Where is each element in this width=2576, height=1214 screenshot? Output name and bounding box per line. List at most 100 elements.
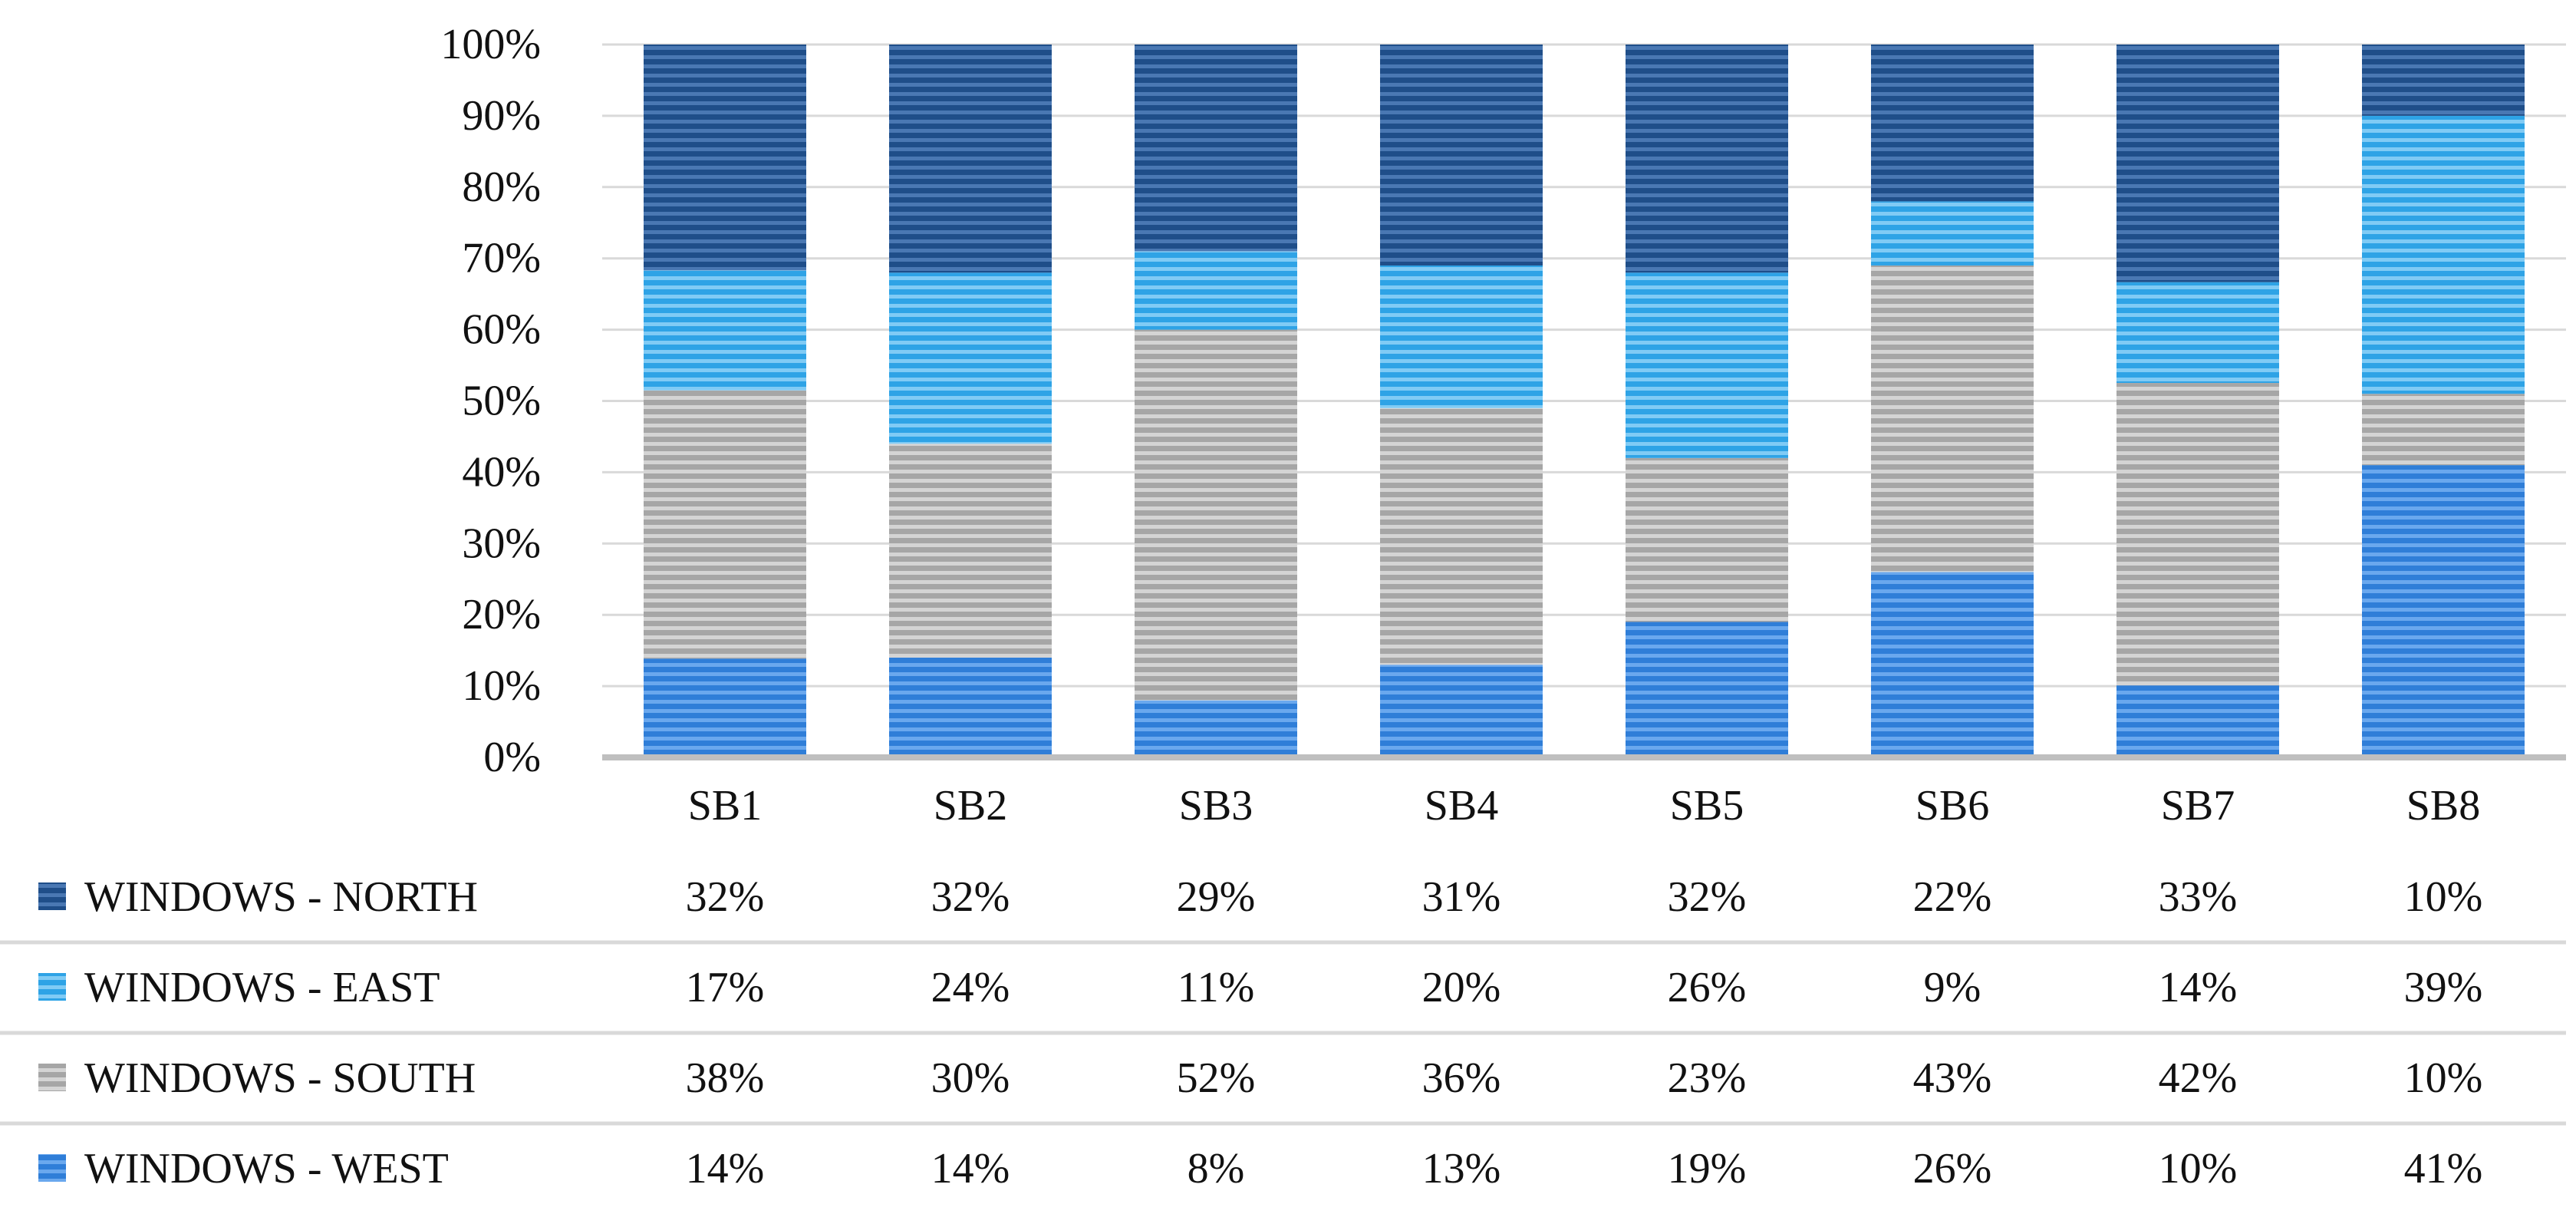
- bar-segment-windows-north: [1380, 45, 1543, 266]
- y-tick-label: 20%: [462, 591, 541, 638]
- data-label: 14%: [2159, 964, 2238, 1011]
- x-tick-label: SB5: [1670, 782, 1744, 830]
- y-tick-label: 70%: [462, 235, 541, 282]
- bar-segment-windows-north: [644, 45, 806, 271]
- bar-segment-windows-east: [1135, 251, 1297, 330]
- bar-segment-windows-west: [1135, 700, 1297, 757]
- bar-segment-windows-west: [2116, 685, 2279, 757]
- data-label: 17%: [686, 964, 765, 1011]
- bar-segment-windows-north: [2362, 45, 2525, 116]
- bar-segment-windows-south: [1135, 329, 1297, 701]
- y-tick-label: 60%: [462, 306, 541, 354]
- bar-segment-windows-west: [889, 657, 1052, 757]
- legend-swatch-windows-west: [38, 1154, 66, 1182]
- data-label: 52%: [1177, 1054, 1256, 1102]
- data-label: 24%: [931, 964, 1010, 1011]
- bar-segment-windows-north: [1135, 45, 1297, 252]
- y-tick-label: 40%: [462, 448, 541, 496]
- bar-segment-windows-west: [1871, 572, 2034, 757]
- data-table: WINDOWS - NORTH 32% 32% 29% 31% 32% 22% 33% 10%W…: [0, 873, 2566, 1193]
- x-tick-label: SB2: [934, 782, 1008, 830]
- data-label: 26%: [1913, 1145, 1992, 1193]
- data-label: 9%: [1924, 964, 1981, 1011]
- y-tick-label: 100%: [440, 21, 541, 68]
- data-label: 30%: [931, 1054, 1010, 1102]
- x-tick-label: SB6: [1916, 782, 1990, 830]
- bar-segment-windows-south: [1380, 407, 1543, 665]
- data-label: 23%: [1668, 1054, 1747, 1102]
- bar-segment-windows-west: [644, 658, 806, 757]
- legend-label: WINDOWS - WEST: [84, 1145, 449, 1193]
- data-label: 22%: [1913, 873, 1992, 921]
- bar-stack-sb5: [1626, 45, 1788, 757]
- legend-swatch-windows-east: [38, 973, 66, 1001]
- y-tick-label: 80%: [462, 163, 541, 211]
- table-row: WINDOWS - EAST 17% 24% 11% 20% 26% 9% 14% 39%: [38, 964, 2482, 1011]
- data-label: 10%: [2159, 1145, 2238, 1193]
- data-label: 11%: [1178, 964, 1255, 1011]
- bar-segment-windows-east: [644, 270, 806, 391]
- bar-stack-sb8: [2362, 45, 2525, 757]
- axes: 0% 10% 20% 30% 40% 50% 60% 70% 80% 90% 100% SB1 SB2 S…: [440, 21, 2566, 830]
- bar-segment-windows-east: [889, 272, 1052, 444]
- data-label: 10%: [2404, 1054, 2483, 1102]
- data-label: 33%: [2159, 873, 2238, 921]
- data-label: 36%: [1422, 1054, 1501, 1102]
- bar-segment-windows-south: [1871, 265, 2034, 572]
- data-label: 19%: [1668, 1145, 1747, 1193]
- bar-segment-windows-east: [1871, 201, 2034, 266]
- table-row: WINDOWS - WEST 14% 14% 8% 13% 19% 26% 10% 41%: [38, 1145, 2482, 1193]
- bar-stack-sb6: [1871, 45, 2034, 757]
- data-label: 43%: [1913, 1054, 1992, 1102]
- data-label: 38%: [686, 1054, 765, 1102]
- data-label: 14%: [686, 1145, 765, 1193]
- y-tick-label: 10%: [462, 662, 541, 710]
- bar-stack-sb7: [2116, 45, 2279, 757]
- y-tick-label: 30%: [462, 520, 541, 567]
- bar-segment-windows-north: [1871, 45, 2034, 202]
- data-label: 31%: [1422, 873, 1501, 921]
- y-tick-label: 0%: [483, 734, 541, 781]
- bar-stacks: [644, 45, 2525, 757]
- bar-segment-windows-east: [2362, 115, 2525, 394]
- bar-segment-windows-west: [1380, 665, 1543, 757]
- legend-label: WINDOWS - EAST: [84, 964, 440, 1011]
- bar-segment-windows-south: [2362, 394, 2525, 466]
- x-tick-label: SB4: [1425, 782, 1499, 830]
- x-tick-label: SB7: [2161, 782, 2235, 830]
- data-label: 32%: [686, 873, 765, 921]
- bar-segment-windows-east: [1380, 265, 1543, 408]
- bar-segment-windows-south: [889, 444, 1052, 658]
- data-label: 26%: [1668, 964, 1747, 1011]
- data-label: 10%: [2404, 873, 2483, 921]
- legend-swatch-windows-north: [38, 882, 66, 910]
- data-label: 39%: [2404, 964, 2483, 1011]
- legend-label: WINDOWS - NORTH: [84, 873, 478, 921]
- y-tick-label: 90%: [462, 92, 541, 140]
- bar-stack-sb4: [1380, 45, 1543, 757]
- data-label: 32%: [1668, 873, 1747, 921]
- x-tick-label: SB8: [2406, 782, 2481, 830]
- data-label: 41%: [2404, 1145, 2483, 1193]
- bar-segment-windows-south: [1626, 457, 1788, 622]
- x-tick-label: SB3: [1179, 782, 1253, 830]
- data-label: 20%: [1422, 964, 1501, 1011]
- bar-segment-windows-south: [2116, 383, 2279, 686]
- bar-segment-windows-west: [2362, 465, 2525, 757]
- bar-stack-sb1: [644, 45, 806, 757]
- data-label: 13%: [1422, 1145, 1501, 1193]
- table-row: WINDOWS - NORTH 32% 32% 29% 31% 32% 22% 33% 10%: [38, 873, 2482, 921]
- bar-segment-windows-east: [1626, 272, 1788, 458]
- y-tick-label: 50%: [462, 378, 541, 425]
- bar-segment-windows-south: [644, 390, 806, 659]
- bar-segment-windows-north: [2116, 45, 2279, 282]
- data-label: 29%: [1177, 873, 1256, 921]
- data-label: 42%: [2159, 1054, 2238, 1102]
- bar-segment-windows-north: [1626, 45, 1788, 273]
- bar-segment-windows-west: [1626, 622, 1788, 757]
- bar-stack-sb3: [1135, 45, 1297, 757]
- bar-segment-windows-east: [2116, 282, 2279, 384]
- table-row: WINDOWS - SOUTH 38% 30% 52% 36% 23% 43% 42% 10%: [38, 1054, 2482, 1102]
- data-label: 32%: [931, 873, 1010, 921]
